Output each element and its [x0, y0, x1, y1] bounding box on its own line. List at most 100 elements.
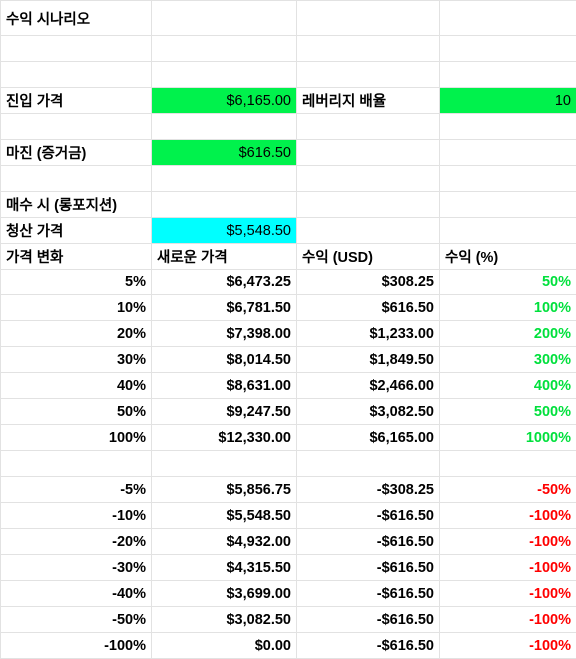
empty-cell[interactable] — [439, 165, 576, 192]
profit-usd-cell[interactable]: -$616.50 — [296, 528, 440, 555]
price-change-cell[interactable]: -5% — [0, 476, 152, 503]
empty-cell[interactable] — [0, 61, 152, 88]
entry-price-value[interactable]: $6,165.00 — [151, 87, 297, 114]
profit-usd-cell[interactable]: $3,082.50 — [296, 398, 440, 425]
header-new-price[interactable]: 새로운 가격 — [151, 243, 297, 270]
profit-usd-cell[interactable]: -$616.50 — [296, 580, 440, 607]
profit-usd-cell[interactable]: $2,466.00 — [296, 372, 440, 399]
profit-pct-cell[interactable]: 50% — [439, 269, 576, 295]
price-change-cell[interactable]: 30% — [0, 346, 152, 373]
profit-usd-cell[interactable]: $616.50 — [296, 294, 440, 321]
profit-usd-cell[interactable]: $1,233.00 — [296, 320, 440, 347]
empty-cell[interactable] — [439, 139, 576, 166]
margin-value[interactable]: $616.50 — [151, 139, 297, 166]
entry-price-label[interactable]: 진입 가격 — [0, 87, 152, 114]
price-change-cell[interactable]: -20% — [0, 528, 152, 555]
price-change-cell[interactable]: -10% — [0, 502, 152, 529]
empty-cell[interactable] — [0, 35, 152, 62]
empty-cell[interactable] — [0, 450, 152, 477]
empty-cell[interactable] — [0, 113, 152, 140]
new-price-cell[interactable]: $7,398.00 — [151, 320, 297, 347]
price-change-cell[interactable]: -50% — [0, 606, 152, 633]
empty-cell[interactable] — [439, 0, 576, 36]
price-change-cell[interactable]: 10% — [0, 294, 152, 321]
empty-cell[interactable] — [439, 450, 576, 477]
profit-pct-cell[interactable]: -50% — [439, 476, 576, 503]
empty-cell[interactable] — [0, 165, 152, 192]
empty-cell[interactable] — [151, 450, 297, 477]
profit-usd-cell[interactable]: $6,165.00 — [296, 424, 440, 451]
price-change-cell[interactable]: 100% — [0, 424, 152, 451]
margin-label[interactable]: 마진 (증거금) — [0, 139, 152, 166]
empty-cell[interactable] — [296, 61, 440, 88]
price-change-cell[interactable]: 20% — [0, 320, 152, 347]
empty-cell[interactable] — [296, 113, 440, 140]
empty-cell[interactable] — [296, 217, 440, 244]
profit-usd-cell[interactable]: -$616.50 — [296, 606, 440, 633]
profit-pct-cell[interactable]: -100% — [439, 606, 576, 633]
profit-usd-cell[interactable]: -$308.25 — [296, 476, 440, 503]
new-price-cell[interactable]: $0.00 — [151, 632, 297, 659]
empty-cell[interactable] — [296, 165, 440, 192]
new-price-cell[interactable]: $4,315.50 — [151, 554, 297, 581]
price-change-cell[interactable]: 50% — [0, 398, 152, 425]
profit-usd-cell[interactable]: $1,849.50 — [296, 346, 440, 373]
empty-cell[interactable] — [296, 35, 440, 62]
long-position-label[interactable]: 매수 시 (롱포지션) — [0, 191, 152, 218]
new-price-cell[interactable]: $12,330.00 — [151, 424, 297, 451]
empty-cell[interactable] — [439, 113, 576, 140]
new-price-cell[interactable]: $8,014.50 — [151, 346, 297, 373]
leverage-value[interactable]: 10 — [439, 87, 576, 114]
empty-cell[interactable] — [151, 35, 297, 62]
profit-pct-cell[interactable]: -100% — [439, 528, 576, 555]
new-price-cell[interactable]: $5,548.50 — [151, 502, 297, 529]
profit-pct-cell[interactable]: 400% — [439, 372, 576, 399]
empty-cell[interactable] — [151, 113, 297, 140]
new-price-cell[interactable]: $5,856.75 — [151, 476, 297, 503]
new-price-cell[interactable]: $3,082.50 — [151, 606, 297, 633]
empty-cell[interactable] — [296, 450, 440, 477]
new-price-cell[interactable]: $9,247.50 — [151, 398, 297, 425]
empty-cell[interactable] — [439, 217, 576, 244]
leverage-label[interactable]: 레버리지 배율 — [296, 87, 440, 114]
profit-pct-cell[interactable]: 200% — [439, 320, 576, 347]
empty-cell[interactable] — [151, 165, 297, 192]
sheet-title[interactable]: 수익 시나리오 — [0, 0, 152, 36]
empty-cell[interactable] — [439, 35, 576, 62]
profit-pct-cell[interactable]: -100% — [439, 554, 576, 581]
price-change-cell[interactable]: -40% — [0, 580, 152, 607]
empty-cell[interactable] — [296, 139, 440, 166]
liquidation-price-value[interactable]: $5,548.50 — [151, 217, 297, 244]
profit-pct-cell[interactable]: -100% — [439, 580, 576, 607]
new-price-cell[interactable]: $3,699.00 — [151, 580, 297, 607]
empty-cell[interactable] — [151, 191, 297, 218]
header-profit-pct[interactable]: 수익 (%) — [439, 243, 576, 270]
header-price-change[interactable]: 가격 변화 — [0, 243, 152, 270]
empty-cell[interactable] — [151, 61, 297, 88]
new-price-cell[interactable]: $4,932.00 — [151, 528, 297, 555]
profit-pct-cell[interactable]: 300% — [439, 346, 576, 373]
new-price-cell[interactable]: $6,473.25 — [151, 269, 297, 295]
profit-pct-cell[interactable]: 500% — [439, 398, 576, 425]
price-change-cell[interactable]: -100% — [0, 632, 152, 659]
empty-cell[interactable] — [296, 0, 440, 36]
empty-cell[interactable] — [151, 0, 297, 36]
price-change-cell[interactable]: 5% — [0, 269, 152, 295]
new-price-cell[interactable]: $6,781.50 — [151, 294, 297, 321]
profit-usd-cell[interactable]: $308.25 — [296, 269, 440, 295]
new-price-cell[interactable]: $8,631.00 — [151, 372, 297, 399]
profit-usd-cell[interactable]: -$616.50 — [296, 632, 440, 659]
header-profit-usd[interactable]: 수익 (USD) — [296, 243, 440, 270]
price-change-cell[interactable]: 40% — [0, 372, 152, 399]
liquidation-price-label[interactable]: 청산 가격 — [0, 217, 152, 244]
empty-cell[interactable] — [439, 61, 576, 88]
empty-cell[interactable] — [439, 191, 576, 218]
profit-pct-cell[interactable]: -100% — [439, 502, 576, 529]
profit-pct-cell[interactable]: 100% — [439, 294, 576, 321]
profit-usd-cell[interactable]: -$616.50 — [296, 554, 440, 581]
profit-pct-cell[interactable]: 1000% — [439, 424, 576, 451]
empty-cell[interactable] — [296, 191, 440, 218]
profit-pct-cell[interactable]: -100% — [439, 632, 576, 659]
profit-usd-cell[interactable]: -$616.50 — [296, 502, 440, 529]
price-change-cell[interactable]: -30% — [0, 554, 152, 581]
